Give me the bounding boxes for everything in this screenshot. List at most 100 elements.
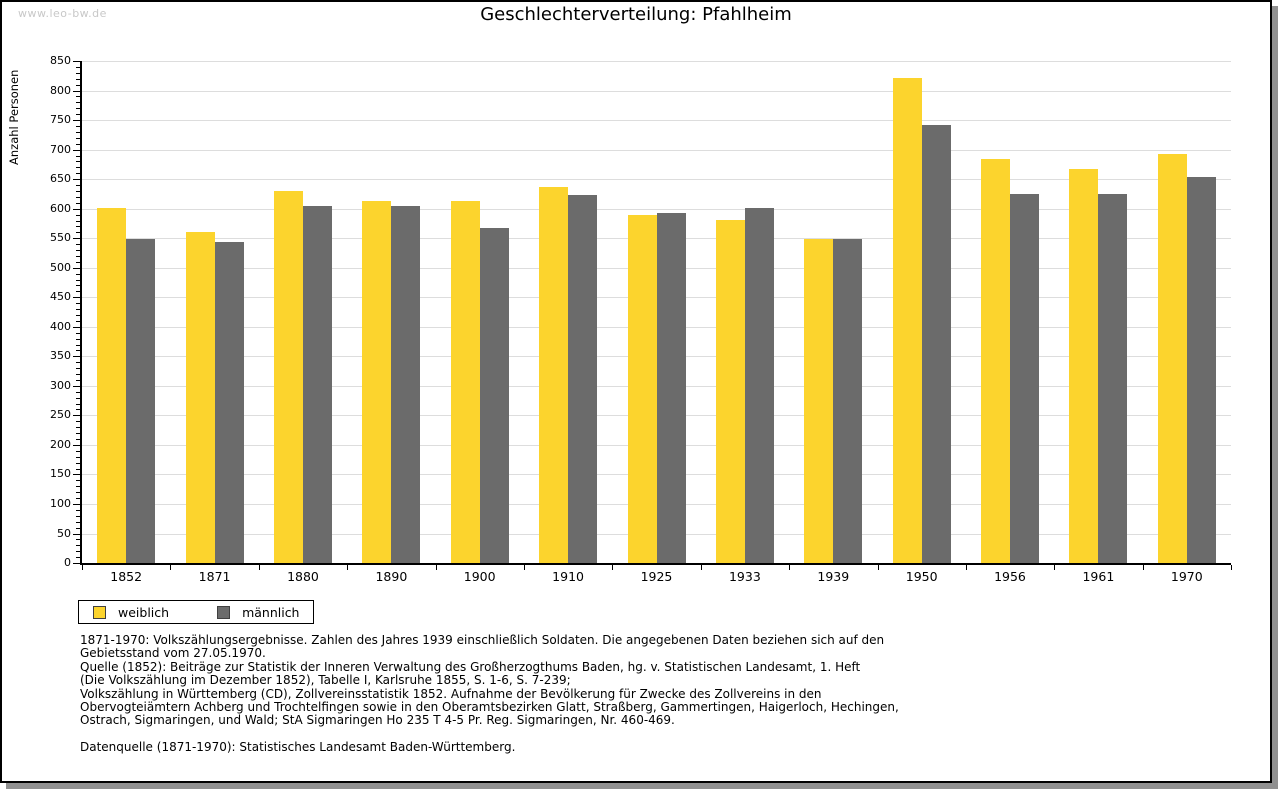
legend-box: weiblich männlich <box>78 600 315 624</box>
y-minor-tick <box>76 557 80 559</box>
y-minor-tick <box>76 167 80 169</box>
y-tick-label: 400 <box>50 319 71 333</box>
y-tick-label: 650 <box>50 172 71 186</box>
y-minor-tick <box>76 131 80 133</box>
y-major-tick <box>73 120 80 122</box>
bar-weiblich <box>1157 153 1187 563</box>
y-minor-tick <box>76 78 80 80</box>
x-tick-label: 1950 <box>905 569 938 584</box>
y-minor-tick <box>76 315 80 316</box>
x-tick-label: 1939 <box>817 569 850 584</box>
bar-weiblich <box>627 215 657 563</box>
x-axis-line <box>80 563 1231 565</box>
y-tick-label: 850 <box>50 54 71 67</box>
x-tick-label: 1956 <box>994 569 1026 584</box>
x-tick <box>1054 565 1056 570</box>
footnote-line: Volkszählung in Württemberg (CD), Zollve… <box>80 686 822 701</box>
y-minor-tick <box>76 185 80 186</box>
bar-chart-plot: 0 50 100 150 200 250 300 350 400 450 500 550 600 650 7… <box>2 2 1270 781</box>
y-major-tick <box>73 533 80 535</box>
y-minor-tick <box>76 102 80 104</box>
y-major-tick <box>73 326 80 328</box>
y-minor-tick <box>76 220 80 222</box>
y-minor-tick <box>76 545 80 547</box>
bar-weiblich <box>981 159 1010 563</box>
y-minor-tick <box>76 244 80 246</box>
y-major-tick <box>73 267 80 269</box>
y-minor-tick <box>76 291 80 293</box>
y-tick-label: 250 <box>50 408 71 422</box>
bar-männlich <box>391 205 421 563</box>
y-minor-tick <box>76 126 80 127</box>
gridline <box>82 149 1231 151</box>
y-minor-tick <box>76 232 80 234</box>
y-major-tick <box>73 563 80 564</box>
y-major-tick <box>73 179 80 181</box>
bar-männlich <box>568 195 598 563</box>
y-minor-tick <box>76 214 80 216</box>
y-minor-tick <box>76 320 80 322</box>
y-minor-tick <box>76 279 80 281</box>
y-minor-tick <box>76 397 80 399</box>
gridline <box>82 120 1231 122</box>
footnote-line: Quelle (1852): Beiträge zur Statistik de… <box>80 659 861 674</box>
bar-männlich <box>479 228 509 563</box>
y-major-tick <box>73 415 80 417</box>
y-minor-tick <box>76 498 80 499</box>
y-minor-tick <box>76 409 80 411</box>
chart-title: Geschlechterverteilung: Pfahlheim <box>480 4 792 25</box>
bar-weiblich <box>97 208 127 563</box>
bar-männlich <box>214 242 244 563</box>
y-minor-tick <box>76 255 80 257</box>
bar-männlich <box>833 239 863 563</box>
y-minor-tick <box>76 527 80 529</box>
y-minor-tick <box>76 332 80 334</box>
y-tick-label: 0 <box>64 556 71 569</box>
y-minor-tick <box>76 202 80 204</box>
x-tick-label: 1890 <box>375 569 408 584</box>
x-tick-label: 1852 <box>110 569 143 584</box>
bar-weiblich <box>804 239 834 563</box>
x-tick <box>789 565 791 570</box>
x-tick-label: 1961 <box>1082 569 1115 584</box>
bar-männlich <box>126 239 156 563</box>
footnote-line: Gebietsstand vom 27.05.1970. <box>80 646 266 661</box>
y-minor-tick <box>76 303 80 305</box>
y-minor-tick <box>76 250 80 251</box>
bar-weiblich <box>450 201 480 563</box>
legend-item-männlich: männlich <box>217 605 299 620</box>
y-major-tick <box>73 385 80 387</box>
bar-männlich <box>1186 176 1216 563</box>
footnote-line: (Die Volkszählung im Dezember 1852), Tab… <box>80 673 571 688</box>
bar-weiblich <box>185 231 215 563</box>
gridline <box>82 90 1231 92</box>
x-tick <box>170 565 172 570</box>
y-minor-tick <box>76 515 80 517</box>
legend-item-weiblich: weiblich <box>93 605 169 620</box>
x-tick <box>965 565 967 570</box>
y-major-tick <box>73 238 80 240</box>
y-minor-tick <box>76 173 80 175</box>
y-minor-tick <box>76 450 80 452</box>
y-minor-tick <box>76 66 80 68</box>
footnote-line: 1871-1970: Volkszählungsergebnisse. Zahl… <box>80 633 885 647</box>
y-minor-tick <box>76 427 80 429</box>
y-tick-label: 750 <box>50 113 71 127</box>
y-minor-tick <box>76 462 80 464</box>
bar-männlich <box>1010 193 1039 563</box>
y-minor-tick <box>76 96 80 98</box>
x-tick <box>523 565 525 570</box>
x-tick <box>612 565 614 570</box>
datasource-line: Datenquelle (1871-1970): Statistisches L… <box>80 739 516 754</box>
y-major-tick <box>73 61 80 62</box>
bar-männlich <box>656 212 686 563</box>
y-minor-tick <box>76 161 80 163</box>
y-major-tick <box>73 208 80 210</box>
watermark-url: www.leo-bw.de <box>18 7 107 20</box>
bar-weiblich <box>1069 169 1099 563</box>
bar-weiblich <box>274 190 303 563</box>
y-minor-tick <box>76 114 80 116</box>
x-tick-label: 1933 <box>728 569 761 584</box>
y-minor-tick <box>76 226 80 228</box>
legend-label: männlich <box>242 604 300 620</box>
